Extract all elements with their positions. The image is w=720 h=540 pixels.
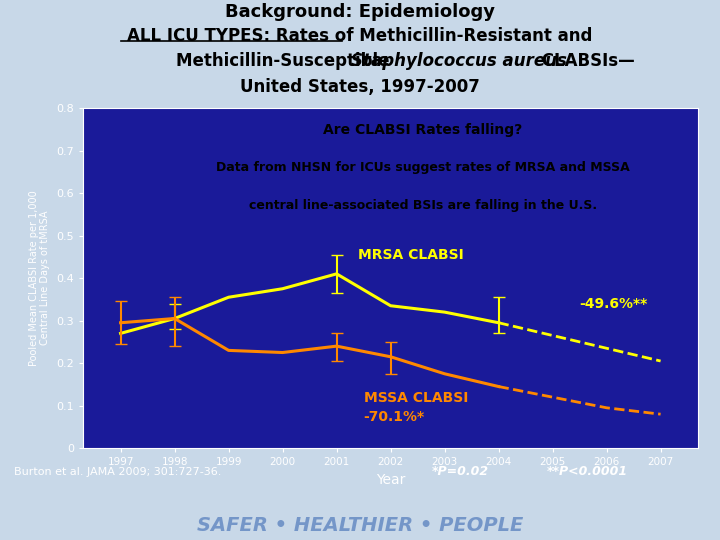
Text: Background: Epidemiology: Background: Epidemiology	[225, 3, 495, 21]
Text: Methicillin-Susceptible: Methicillin-Susceptible	[176, 52, 396, 71]
Text: -70.1%*: -70.1%*	[364, 410, 425, 424]
Text: -49.6%**: -49.6%**	[580, 297, 648, 311]
Text: *P=0.02: *P=0.02	[432, 465, 489, 478]
Text: MRSA CLABSI: MRSA CLABSI	[359, 248, 464, 262]
Text: United States, 1997-2007: United States, 1997-2007	[240, 78, 480, 96]
Text: central line-associated BSIs are falling in the U.S.: central line-associated BSIs are falling…	[249, 199, 597, 212]
Text: Data from NHSN for ICUs suggest rates of MRSA and MSSA: Data from NHSN for ICUs suggest rates of…	[216, 161, 630, 174]
Text: Are CLABSI Rates falling?: Are CLABSI Rates falling?	[323, 123, 523, 137]
Text: Staphylococcus aureus: Staphylococcus aureus	[351, 52, 567, 71]
Text: Burton et al. JAMA 2009; 301:727-36.: Burton et al. JAMA 2009; 301:727-36.	[14, 467, 222, 477]
Text: ALL ICU TYPES: Rates of Methicillin-Resistant and: ALL ICU TYPES: Rates of Methicillin-Resi…	[127, 27, 593, 45]
X-axis label: Year: Year	[376, 473, 405, 487]
Y-axis label: Pooled Mean CLABSI Rate per 1,000
Central Line Days of tMRSA: Pooled Mean CLABSI Rate per 1,000 Centra…	[29, 190, 50, 366]
Text: SAFER • HEALTHIER • PEOPLE: SAFER • HEALTHIER • PEOPLE	[197, 516, 523, 535]
Text: **P<0.0001: **P<0.0001	[547, 465, 629, 478]
Text: MSSA CLABSI: MSSA CLABSI	[364, 392, 468, 406]
Text: CLABSIs—: CLABSIs—	[536, 52, 635, 71]
